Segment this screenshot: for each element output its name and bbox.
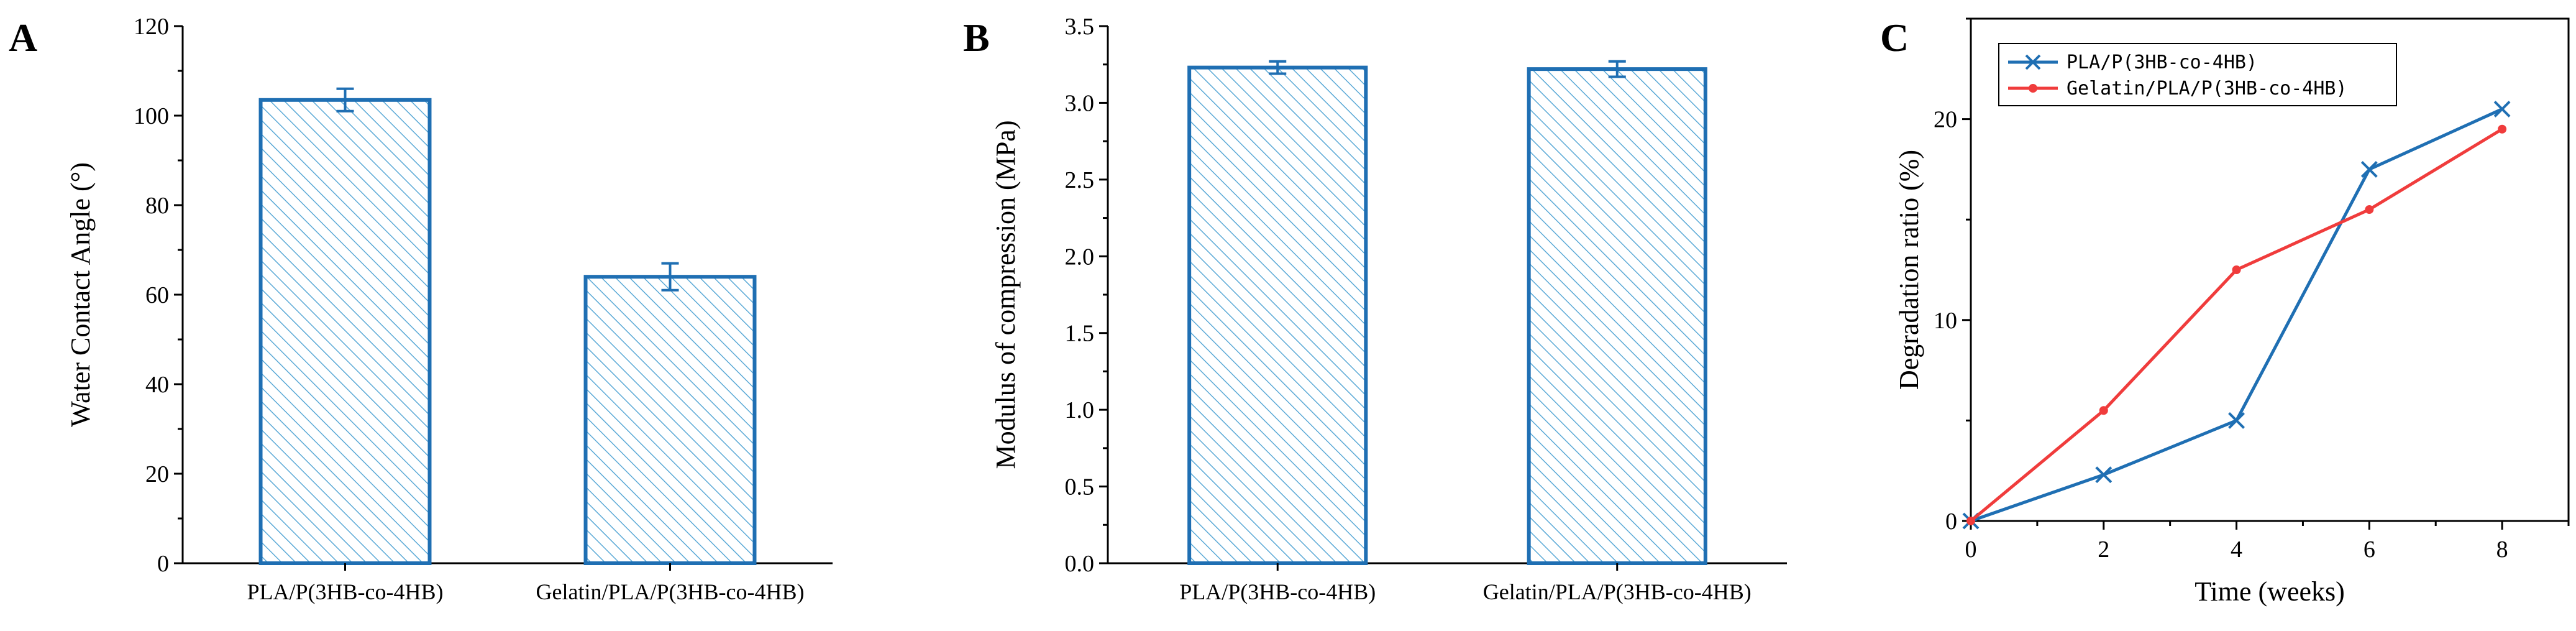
panel-a-y-tick-label: 40 (145, 372, 169, 398)
panel-c-legend-marker-1 (2025, 54, 2041, 70)
panel-a-chart: 0 20 40 60 80 100 120 Water Contact Angle (°) PL… (65, 14, 833, 604)
panel-c-x-tick-label: 0 (1965, 537, 1977, 563)
panel-a-y-tick-label: 60 (145, 282, 169, 308)
panel-c-x-tick-label: 2 (2098, 537, 2109, 563)
panel-c-plot-frame (1970, 17, 2570, 522)
panel-c-y-tick-label: 0 (1945, 509, 1957, 535)
panel-c-chart: 0 2 4 6 8 0 10 20 Time (weeks) Degradation ratio … (1894, 17, 2570, 607)
panel-a-y-tick-label: 100 (134, 103, 169, 129)
panel-b-y-tick-label: 1.5 (1065, 321, 1095, 347)
panel-c-y-tick-label: 10 (1934, 308, 1957, 334)
panel-b-category-label: PLA/P(3HB-co-4HB) (1179, 579, 1376, 604)
panel-c-series-2-point (2099, 406, 2108, 415)
panel-c-x-axis-title: Time (weeks) (2195, 576, 2345, 607)
panel-a-y-tick-label: 80 (145, 193, 169, 219)
panel-c-series-1-point (2493, 101, 2511, 117)
panel-c-series-2-point (1966, 517, 1975, 525)
panel-a-y-tick-label: 20 (145, 461, 169, 487)
panel-c-series-2-point (2232, 265, 2241, 274)
panel-b-y-tick-label: 1.0 (1065, 397, 1095, 423)
panel-b-y-tick-label: 0.0 (1065, 551, 1095, 577)
panel-b-y-tick-label: 3.5 (1065, 14, 1095, 40)
panel-b-letter: B (963, 16, 990, 60)
panel-c-y-tick-label: 20 (1934, 107, 1957, 133)
panel-c-x-tick-label: 4 (2231, 537, 2242, 563)
panel-c-series-1-line (1970, 108, 2503, 523)
panel-c-x-tick-label: 6 (2364, 537, 2375, 563)
panel-a-y-axis-title: Water Contact Angle (°) (65, 162, 96, 427)
panel-a-letter: A (9, 16, 37, 60)
panel-c-series-2-point (2498, 124, 2507, 134)
panel-c-series-2-point (2365, 205, 2374, 214)
panel-b-category-label: Gelatin/PLA/P(3HB-co-4HB) (1483, 579, 1752, 604)
panel-b-chart: 0.0 0.5 1.0 1.5 2.0 2.5 3.0 3.5 Modulus of compr… (990, 14, 1787, 604)
panel-b-bar (1527, 67, 1707, 566)
panel-c-series-2-line (1970, 127, 2503, 522)
panel-c-legend-marker-2 (2029, 84, 2037, 93)
panel-c-series-1-point (2095, 466, 2112, 484)
panel-b-y-tick-label: 2.0 (1065, 244, 1095, 270)
panel-c-series-1-point (2360, 160, 2378, 178)
panel-c-letter: C (1880, 16, 1909, 60)
panel-b-y-tick-label: 2.5 (1065, 167, 1095, 193)
panel-a-bar (258, 98, 432, 566)
panel-c-series-1-point (2228, 412, 2245, 429)
panel-a-category-label: Gelatin/PLA/P(3HB-co-4HB) (536, 579, 805, 604)
panel-b-bar (1187, 65, 1368, 565)
panel-c-x-tick-label: 8 (2496, 537, 2508, 563)
panel-c-legend-label-1: PLA/P(3HB-co-4HB) (2067, 52, 2257, 73)
panel-a-y-tick-label: 0 (157, 551, 169, 577)
panel-b-y-axis-title: Modulus of compression (MPa) (990, 121, 1021, 469)
panel-c-legend-label-2: Gelatin/PLA/P(3HB-co-4HB) (2067, 78, 2347, 99)
panel-c-y-axis-title: Degradation ratio (%) (1894, 150, 1924, 390)
panel-a-y-tick-label: 120 (134, 14, 169, 40)
panel-a-bar (583, 275, 757, 565)
panel-a-category-label: PLA/P(3HB-co-4HB) (247, 579, 444, 604)
panel-b-y-tick-label: 3.0 (1065, 90, 1095, 116)
panel-c-legend-box (1998, 43, 2397, 106)
panel-b-y-tick-label: 0.5 (1065, 474, 1095, 500)
